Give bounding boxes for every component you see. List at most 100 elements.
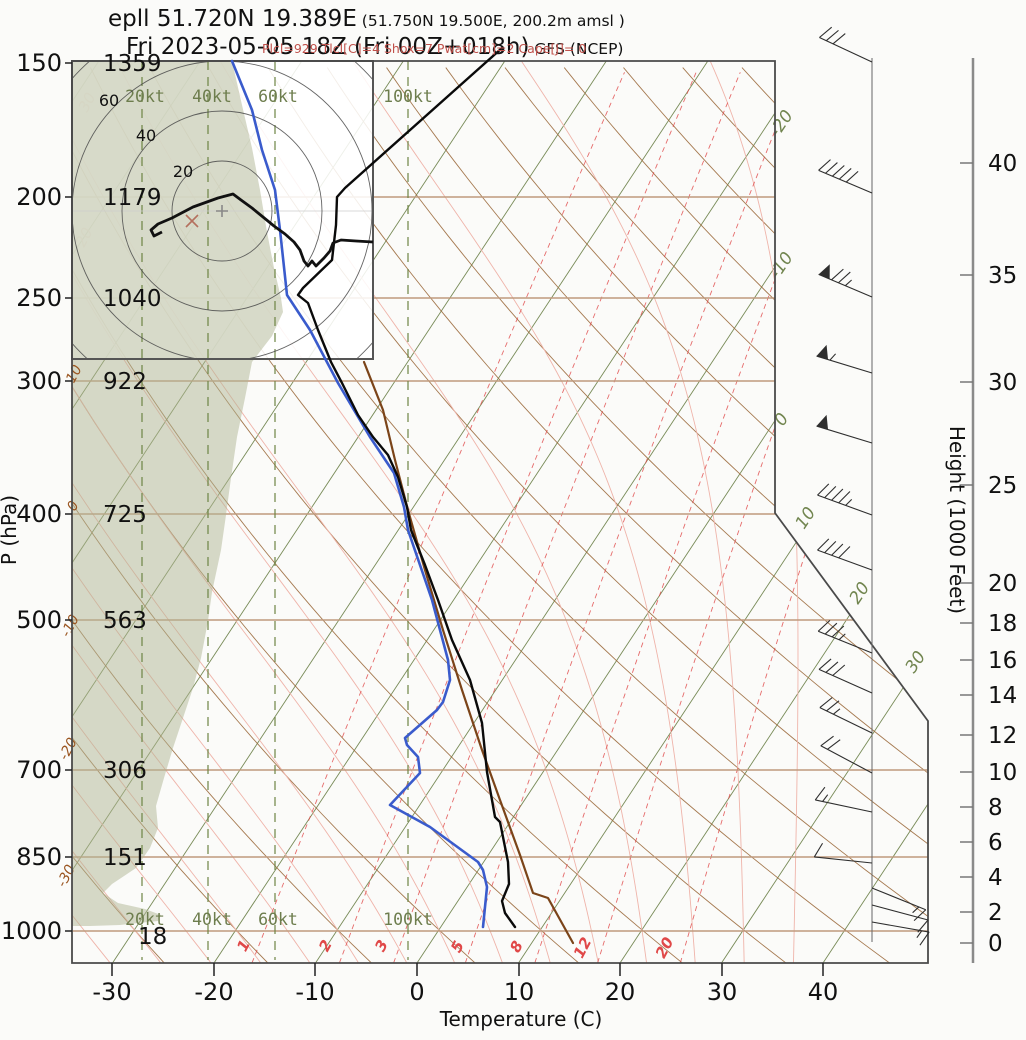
hodograph-origin-marker	[216, 205, 228, 217]
svg-text:6: 6	[988, 830, 1003, 856]
svg-text:35: 35	[988, 263, 1017, 289]
svg-text:8: 8	[506, 938, 527, 956]
svg-text:2: 2	[988, 900, 1003, 926]
stability-indices: Plcl=929 Tlcl[C]=4 Shox=7 Pwat[cm]=2 Cap…	[262, 41, 587, 56]
svg-text:250: 250	[16, 284, 62, 312]
svg-text:60kt: 60kt	[258, 910, 298, 929]
svg-text:20: 20	[173, 162, 193, 181]
svg-text:922: 922	[103, 369, 147, 395]
svg-text:16: 16	[988, 648, 1017, 674]
svg-text:-10: -10	[295, 978, 334, 1006]
svg-text:60: 60	[99, 91, 119, 110]
wind-barb	[871, 904, 929, 933]
valid-time-main: Fri 2023-05-05 18Z (Fri 00Z+018h)	[126, 34, 530, 60]
svg-text:0: 0	[771, 410, 794, 430]
svg-text:Height (1000 Feet): Height (1000 Feet)	[945, 426, 969, 614]
humidity-shading-region	[72, 61, 283, 926]
storm-motion-marker	[185, 214, 199, 228]
svg-text:12: 12	[988, 723, 1017, 749]
svg-text:40kt: 40kt	[192, 910, 232, 929]
svg-text:100kt: 100kt	[383, 910, 433, 929]
wind-barb	[818, 159, 873, 194]
svg-text:-30: -30	[92, 978, 131, 1006]
svg-text:700: 700	[16, 756, 62, 784]
hodograph-wind-trace	[149, 192, 374, 268]
axes-layer: -30 -20 -10 0 10 20 30 401502002503004005007008…	[0, 49, 1017, 1031]
svg-text:500: 500	[16, 606, 62, 634]
svg-text:-20: -20	[194, 978, 233, 1006]
svg-text:10: 10	[988, 760, 1017, 786]
svg-text:400: 400	[16, 500, 62, 528]
wind-barb	[816, 414, 873, 444]
station-title-detail: (51.750N 19.500E, 200.2m amsl )	[356, 12, 625, 30]
svg-text:10: 10	[504, 978, 535, 1006]
svg-text:25: 25	[988, 473, 1017, 499]
wind-barb	[817, 538, 873, 571]
svg-text:725: 725	[103, 502, 147, 528]
svg-text:100kt: 100kt	[383, 87, 433, 106]
wind-barb	[819, 697, 873, 734]
plot-border	[71, 60, 929, 964]
valid-time-title: Fri 2023-05-05 18Z (Fri 00Z+018h) GFS (N…	[126, 34, 623, 60]
svg-text:306: 306	[103, 758, 147, 784]
svg-text:12: 12	[570, 934, 596, 961]
svg-text:300: 300	[16, 367, 62, 395]
svg-text:20: 20	[988, 571, 1017, 597]
svg-text:30: 30	[902, 648, 931, 677]
svg-text:P (hPa): P (hPa)	[0, 495, 21, 565]
svg-text:40: 40	[808, 978, 839, 1006]
svg-text:18: 18	[138, 924, 167, 950]
svg-text:1359: 1359	[103, 51, 162, 77]
wind-barb-column	[813, 26, 930, 946]
svg-text:10: 10	[63, 362, 86, 385]
dewpoint-profile-curve	[230, 59, 489, 929]
wind-barb	[819, 26, 873, 63]
svg-text:20: 20	[652, 934, 678, 961]
wind-barb	[813, 842, 873, 864]
svg-text:150: 150	[16, 49, 62, 77]
svg-text:18: 18	[988, 611, 1017, 637]
wind-barb	[817, 483, 873, 516]
parcel-ascent-curve	[362, 360, 575, 945]
svg-text:563: 563	[103, 608, 147, 634]
svg-text:20: 20	[605, 978, 636, 1006]
svg-text:4: 4	[988, 865, 1003, 891]
svg-text:30: 30	[988, 370, 1017, 396]
svg-text:1040: 1040	[103, 286, 162, 312]
svg-text:Temperature (C): Temperature (C)	[439, 1007, 603, 1031]
wind-barb	[871, 887, 927, 922]
svg-text:850: 850	[16, 843, 62, 871]
svg-text:151: 151	[103, 845, 147, 871]
wind-barb	[818, 658, 873, 694]
svg-text:1179: 1179	[103, 185, 162, 211]
wind-barb	[816, 344, 873, 374]
svg-text:20: 20	[846, 579, 875, 608]
svg-text:40kt: 40kt	[192, 87, 232, 106]
svg-text:60kt: 60kt	[258, 87, 298, 106]
svg-text:20kt: 20kt	[125, 910, 165, 929]
svg-text:0: 0	[988, 931, 1003, 957]
svg-text:40: 40	[988, 151, 1017, 177]
svg-text:2: 2	[315, 937, 336, 955]
svg-text:3: 3	[371, 937, 392, 955]
wind-barb	[820, 735, 873, 774]
station-title: epll 51.720N 19.389E (51.750N 19.500E, 2…	[108, 6, 625, 32]
svg-text:-10: -10	[766, 249, 798, 283]
svg-text:30: 30	[707, 978, 738, 1006]
svg-text:-20: -20	[766, 107, 798, 141]
wind-barb	[817, 619, 873, 654]
svg-text:20kt: 20kt	[125, 87, 165, 106]
temperature-profile-curve	[296, 46, 517, 929]
wind-barb	[814, 786, 873, 813]
svg-text:8: 8	[988, 795, 1003, 821]
svg-text:40: 40	[136, 126, 156, 145]
svg-text:0: 0	[409, 978, 424, 1006]
wind-barb	[818, 264, 873, 298]
svg-text:200: 200	[16, 183, 62, 211]
svg-text:1000: 1000	[1, 917, 62, 945]
svg-text:10: 10	[792, 504, 821, 533]
svg-text:14: 14	[988, 683, 1017, 709]
model-name: GFS (NCEP)	[529, 40, 624, 58]
